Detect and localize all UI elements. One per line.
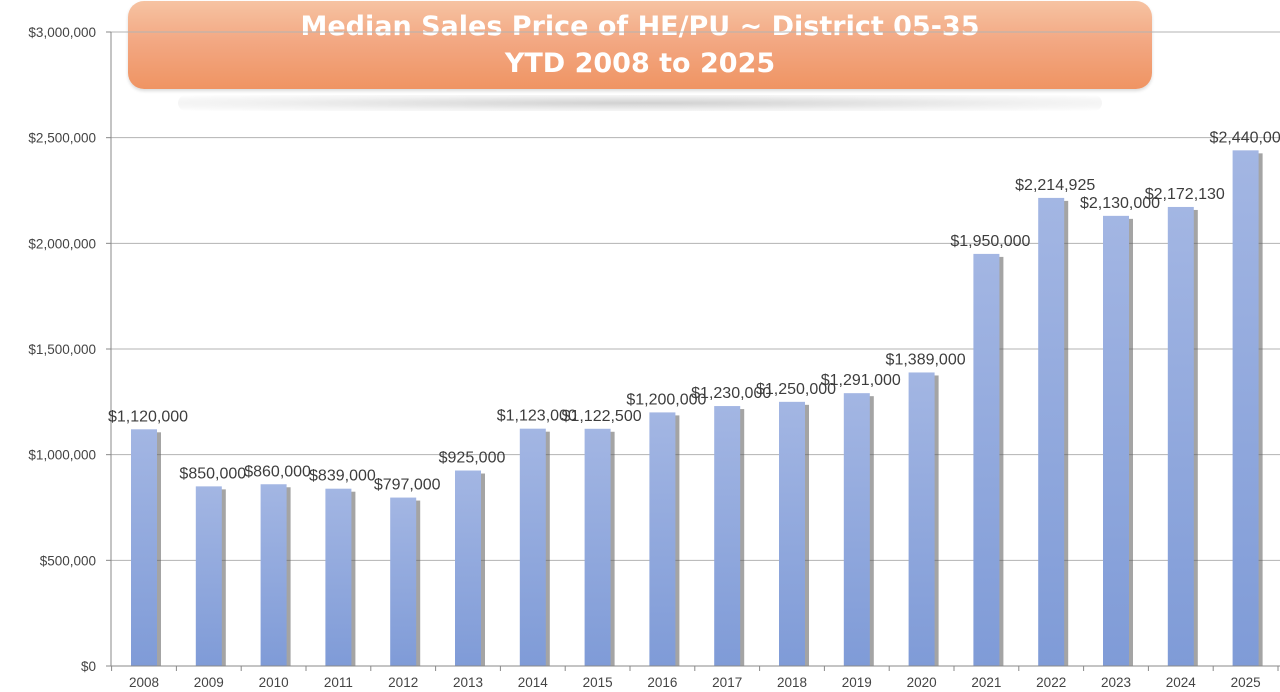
y-tick-label: $1,000,000 — [28, 448, 96, 463]
x-tick-label: 2015 — [583, 675, 613, 690]
data-label: $1,291,000 — [821, 372, 901, 389]
bar-2022 — [1038, 197, 1065, 666]
data-label: $1,950,000 — [950, 233, 1030, 250]
x-tick-label: 2023 — [1101, 675, 1131, 690]
x-tick-label: 2018 — [777, 675, 807, 690]
data-label: $860,000 — [244, 463, 311, 480]
data-label: $2,172,130 — [1145, 186, 1225, 203]
bar-2013 — [455, 470, 481, 666]
x-tick-label: 2024 — [1166, 675, 1197, 690]
data-label: $2,440,000 — [1210, 129, 1280, 146]
x-tick-label: 2016 — [647, 675, 677, 690]
chart-title: Median Sales Price of HE/PU ~ District 0… — [300, 11, 980, 42]
x-tick-label: 2008 — [129, 675, 159, 690]
bar-2017 — [714, 406, 741, 666]
data-label: $2,130,000 — [1080, 195, 1160, 212]
bar-2010 — [260, 484, 287, 666]
bar-2009 — [195, 486, 222, 666]
bar-2016 — [649, 412, 676, 666]
x-tick-label: 2009 — [194, 675, 224, 690]
y-tick-label: $3,000,000 — [28, 25, 96, 40]
data-label: $1,230,000 — [691, 385, 771, 402]
y-tick-label: $500,000 — [40, 553, 96, 568]
data-label: $839,000 — [309, 468, 376, 485]
data-label: $850,000 — [179, 465, 246, 482]
bar-2019 — [843, 393, 870, 666]
bar-2021 — [973, 253, 1000, 666]
bar-2018 — [779, 401, 805, 666]
x-tick-label: 2022 — [1036, 675, 1066, 690]
x-tick-label: 2014 — [518, 675, 549, 690]
data-label: $1,389,000 — [886, 351, 966, 368]
bar-2024 — [1167, 206, 1194, 666]
x-tick-label: 2017 — [712, 675, 742, 690]
data-label: $925,000 — [439, 450, 506, 467]
bar-2025 — [1232, 150, 1259, 666]
y-tick-label: $1,500,000 — [28, 342, 96, 357]
data-label: $797,000 — [374, 477, 441, 494]
bar-2020 — [908, 372, 935, 666]
chart-title-box: Median Sales Price of HE/PU ~ District 0… — [128, 1, 1152, 89]
data-labels: $1,120,000 $850,000$860,000$839,000$797,0… — [108, 129, 1280, 493]
y-axis: $0 $500,000 $1,000,000 $1,500,000 $2,000,000… — [28, 25, 112, 674]
data-label: $2,214,925 — [1015, 177, 1095, 194]
x-tick-label: 2021 — [971, 675, 1001, 690]
bar-2012 — [390, 497, 417, 666]
data-label: $1,122,500 — [562, 408, 642, 425]
x-tick-label: 2010 — [259, 675, 289, 690]
x-tick-label: 2019 — [842, 675, 872, 690]
chart-subtitle: YTD 2008 to 2025 — [504, 48, 776, 79]
data-label: $1,200,000 — [626, 391, 706, 408]
data-label: $1,120,000 — [108, 408, 188, 425]
bar-2011 — [325, 488, 352, 666]
x-tick-label: 2020 — [907, 675, 937, 690]
bar-2014 — [519, 428, 546, 666]
title-shadow — [178, 95, 1102, 111]
bar-2023 — [1103, 215, 1129, 667]
data-label: $1,123,000 — [497, 408, 577, 425]
x-tick-label: 2011 — [324, 675, 353, 690]
bar-2015 — [584, 428, 611, 666]
y-tick-label: $2,000,000 — [28, 236, 96, 251]
y-tick-label: $0 — [81, 659, 96, 674]
x-axis: 2008 2009 2010 2011 2012 2013 2014 2015 2016 2017… — [111, 665, 1280, 690]
x-tick-label: 2013 — [453, 675, 483, 690]
bars — [131, 150, 1263, 667]
x-tick-label: 2012 — [388, 675, 418, 690]
y-tick-label: $2,500,000 — [28, 131, 96, 146]
bar-2008 — [131, 429, 157, 666]
x-tick-label: 2025 — [1231, 675, 1261, 690]
data-label: $1,250,000 — [756, 381, 836, 398]
